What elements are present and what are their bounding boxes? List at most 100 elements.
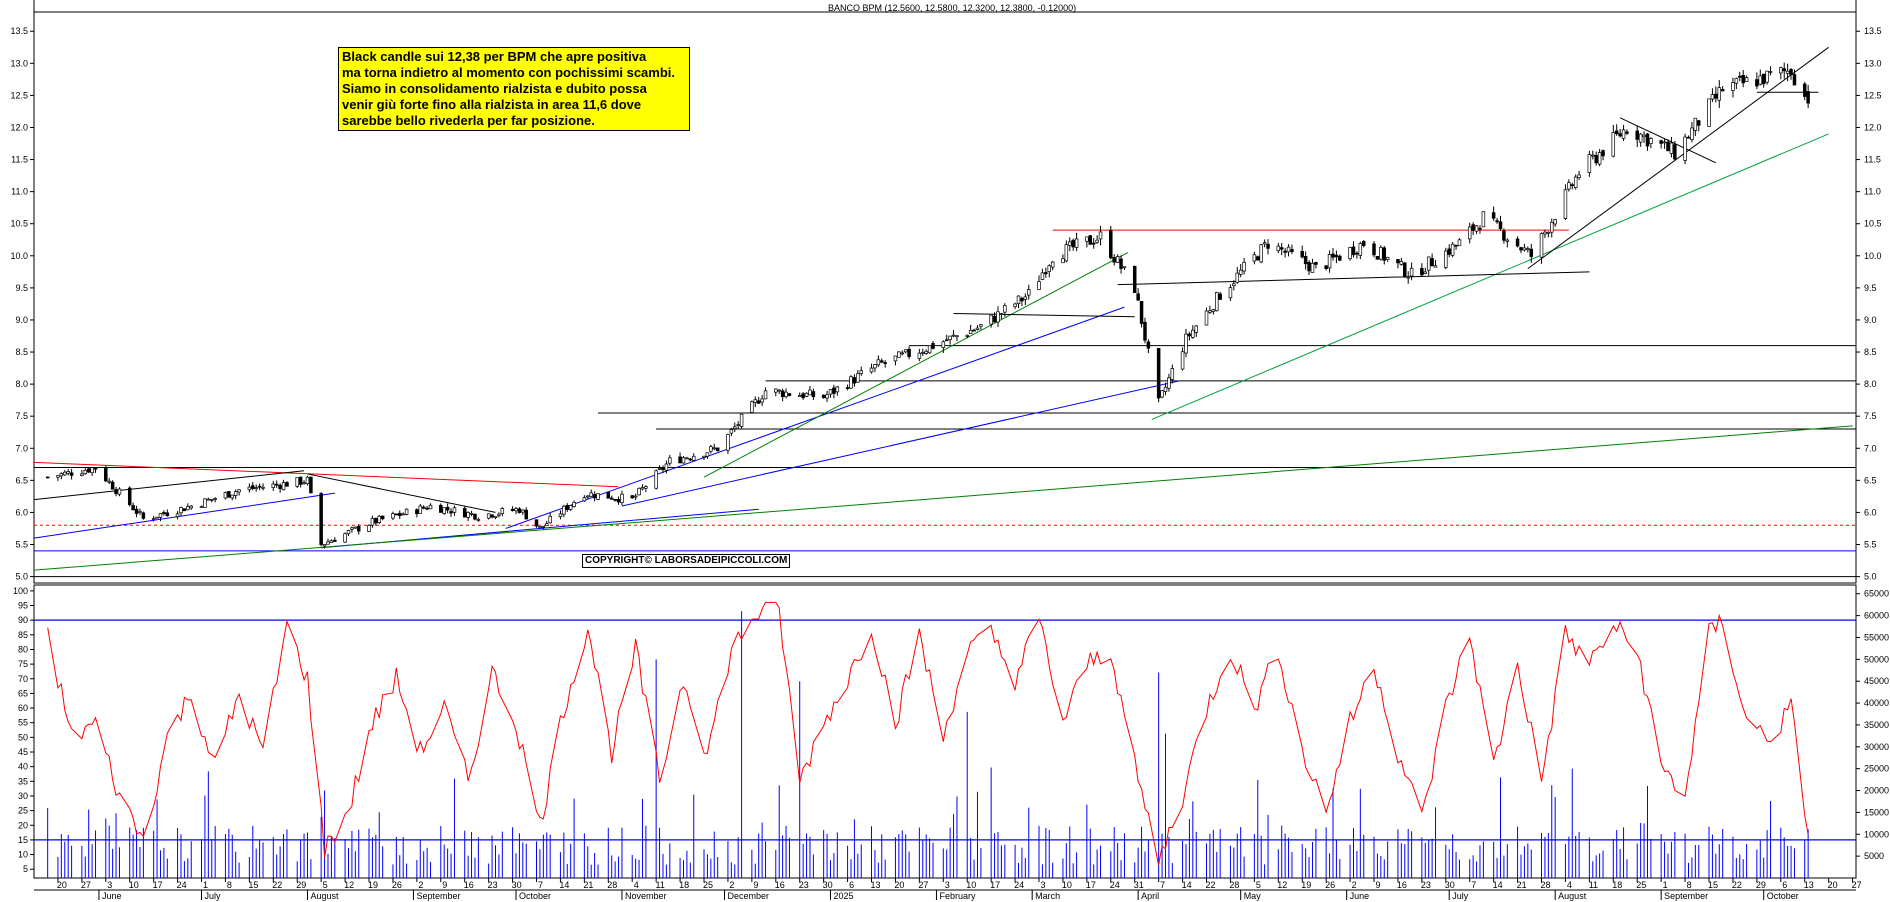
price-tick-label-right: 11.5 xyxy=(1864,155,1881,165)
candle-body xyxy=(1553,219,1557,225)
day-tick-label: 30 xyxy=(512,880,522,890)
osc-tick-label: 60 xyxy=(18,703,28,713)
day-tick-label: 14 xyxy=(559,880,569,890)
candle-body xyxy=(1266,243,1270,249)
candle-body xyxy=(609,497,614,500)
day-tick-label: 27 xyxy=(81,880,91,890)
candle-body xyxy=(309,476,313,494)
day-tick-label: 14 xyxy=(1182,880,1192,890)
candle-body xyxy=(1132,265,1137,293)
candle-body xyxy=(281,482,286,491)
candle-body xyxy=(1259,244,1263,263)
candle-body xyxy=(1758,75,1763,85)
day-tick-label: 2 xyxy=(1352,880,1357,890)
candle-body xyxy=(476,519,481,521)
candle-body xyxy=(1262,242,1267,245)
candle-body xyxy=(162,512,166,515)
candle-body xyxy=(1303,255,1308,265)
candle-body xyxy=(90,467,94,473)
day-tick-label: 13 xyxy=(870,880,880,890)
day-tick-label: 16 xyxy=(775,880,785,890)
candle-body xyxy=(989,314,993,325)
candle-body xyxy=(1071,239,1075,248)
day-tick-label: 29 xyxy=(296,880,306,890)
candle-body xyxy=(1256,256,1260,261)
candle-body xyxy=(322,544,327,547)
candle-body xyxy=(131,505,135,511)
day-tick-label: 20 xyxy=(57,880,67,890)
price-tick-label-right: 12.0 xyxy=(1864,122,1882,132)
candle-body xyxy=(1420,267,1424,276)
candle-body xyxy=(1498,221,1503,230)
day-tick-label: 30 xyxy=(823,880,833,890)
candle-body xyxy=(1283,250,1287,253)
day-tick-label: 16 xyxy=(1397,880,1407,890)
candle-body xyxy=(750,401,754,413)
candle-body xyxy=(1478,227,1482,230)
candle-body xyxy=(1310,262,1315,273)
candle-body xyxy=(69,472,74,476)
price-tick-label-left: 13.0 xyxy=(10,58,28,68)
candle-body xyxy=(104,467,108,482)
candle-body xyxy=(63,471,67,476)
candle-body xyxy=(1450,243,1455,256)
candle-body xyxy=(1406,276,1410,279)
candle-body xyxy=(66,471,70,474)
volume-tick-label: 5000 xyxy=(1864,851,1884,861)
price-tick-label-right: 6.5 xyxy=(1864,475,1877,485)
day-tick-label: 14 xyxy=(1493,880,1503,890)
candle-body xyxy=(811,391,816,398)
candle-body xyxy=(1348,247,1352,260)
trend-line xyxy=(307,473,496,513)
candle-body xyxy=(1184,333,1188,354)
volume-tick-label: 45000 xyxy=(1864,676,1889,686)
day-tick-label: 17 xyxy=(1086,880,1096,890)
candle-body xyxy=(784,391,788,398)
price-tick-label-left: 5.5 xyxy=(15,540,28,550)
month-tick-label: September xyxy=(416,891,460,901)
candle-body xyxy=(521,509,525,513)
candle-body xyxy=(1731,82,1735,91)
day-tick-label: 21 xyxy=(583,880,593,890)
osc-tick-label: 65 xyxy=(18,688,28,698)
day-tick-label: 22 xyxy=(1732,880,1742,890)
candle-body xyxy=(1215,292,1219,312)
candle-body xyxy=(849,376,853,389)
price-tick-label-left: 8.5 xyxy=(15,347,28,357)
candle-body xyxy=(343,533,347,543)
day-tick-label: 22 xyxy=(1205,880,1215,890)
candle-body xyxy=(1279,247,1284,250)
candle-body xyxy=(1358,243,1363,256)
candle-body xyxy=(664,463,669,471)
candle-body xyxy=(592,494,597,499)
candle-body xyxy=(1160,390,1164,398)
candle-body xyxy=(1334,254,1339,258)
day-tick-label: 20 xyxy=(894,880,904,890)
day-tick-label: 29 xyxy=(1756,880,1766,890)
candle-body xyxy=(859,370,863,375)
candle-body xyxy=(931,343,935,349)
trend-line xyxy=(953,313,1135,318)
candle-body xyxy=(1611,132,1616,157)
candle-body xyxy=(1191,329,1195,338)
volume-tick-label: 60000 xyxy=(1864,611,1889,621)
month-tick-label: May xyxy=(1244,891,1262,901)
candle-body xyxy=(541,525,546,528)
trend-line xyxy=(33,461,619,488)
candle-body xyxy=(702,455,706,458)
price-tick-label-right: 9.0 xyxy=(1864,315,1877,325)
candle-body xyxy=(110,481,115,490)
price-tick-label-left: 6.5 xyxy=(15,475,28,485)
candle-body xyxy=(1505,239,1510,242)
day-tick-label: 28 xyxy=(607,880,617,890)
candle-body xyxy=(1697,120,1701,126)
day-tick-label: 9 xyxy=(442,880,447,890)
trend-line xyxy=(33,470,305,501)
price-tick-label-right: 10.0 xyxy=(1864,251,1882,261)
price-panel-frame xyxy=(33,11,1857,584)
price-tick-label-left: 9.5 xyxy=(15,283,28,293)
candle-body xyxy=(712,447,717,450)
candle-body xyxy=(83,470,88,475)
candle-body xyxy=(1638,133,1643,143)
candle-body xyxy=(852,377,857,384)
